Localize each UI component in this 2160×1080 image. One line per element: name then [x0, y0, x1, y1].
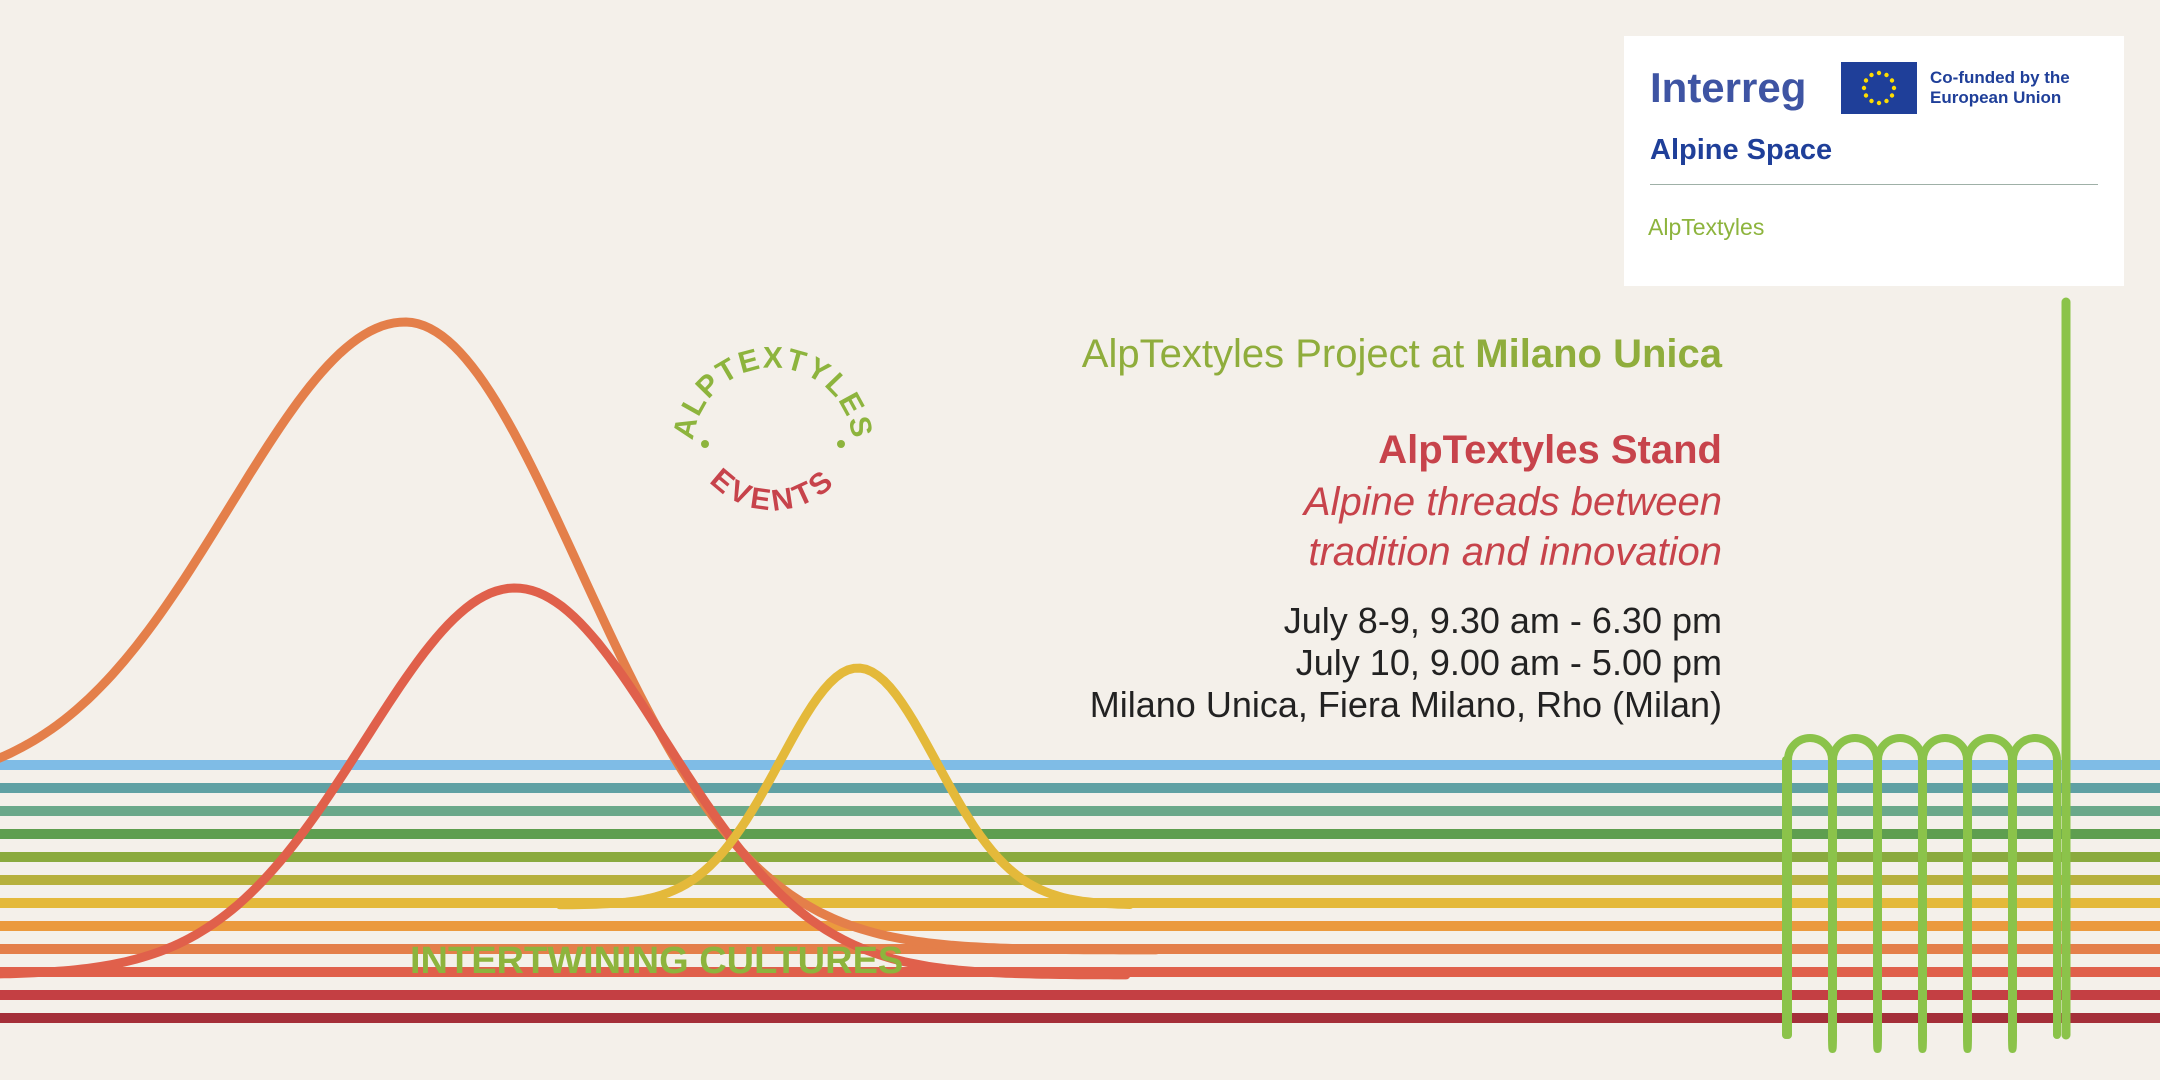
eu-star	[1861, 85, 1867, 91]
eu-flag-icon	[1841, 62, 1917, 114]
tagline-line-1: Alpine threads between	[1303, 480, 1722, 524]
eu-star	[1863, 78, 1869, 83]
intro-prefix: AlpTextyles Project at	[1081, 332, 1476, 376]
alpine-space-label: Alpine Space	[1650, 134, 1833, 166]
eu-star	[1891, 85, 1897, 91]
eu-star	[1876, 70, 1882, 76]
eu-star	[1884, 72, 1889, 78]
weave-pattern	[1782, 297, 2071, 1053]
events-badge: ALPTEXTYLES EVENTS	[667, 342, 879, 518]
logo-project-name: AlpTextyles	[1648, 214, 1765, 240]
weave-loop	[2009, 734, 2061, 1039]
wave-red	[0, 583, 1131, 980]
tagline-line-2: tradition and innovation	[1308, 530, 1722, 574]
eu-star	[1863, 93, 1869, 98]
badge-top-text: ALPTEXTYLES	[667, 342, 879, 443]
event-intro: AlpTextyles Project at Milano Unica	[1082, 332, 1722, 377]
eu-star	[1884, 98, 1889, 104]
eu-star	[1889, 78, 1895, 83]
logo-card: Interreg Co-funded by the European Union…	[1624, 36, 2124, 286]
wave-yellow	[555, 663, 1135, 910]
wave-orange	[0, 317, 1161, 955]
badge-bottom-text: EVENTS	[704, 462, 842, 518]
footer-title: INTERTWINING CULTURES	[410, 940, 904, 982]
badge-dot	[837, 440, 845, 448]
event-location: Milano Unica, Fiera Milano, Rho (Milan)	[1089, 684, 1722, 725]
eu-star	[1869, 72, 1874, 78]
wave-lines	[0, 317, 1161, 980]
weave-bottom-link	[1873, 1034, 1882, 1053]
intro-venue: Milano Unica	[1475, 332, 1722, 376]
logo-divider	[1650, 184, 2098, 185]
weave-bottom-link	[2008, 1034, 2017, 1053]
cofunded-label: Co-funded by the European Union	[1930, 68, 2070, 107]
tagline: Alpine threads between tradition and inn…	[1304, 477, 1722, 577]
eu-star	[1889, 93, 1895, 98]
weave-bottom-link	[1918, 1034, 1927, 1053]
stand-title: AlpTextyles Stand	[1378, 428, 1722, 472]
weave-bottom-link	[1963, 1034, 1972, 1053]
weave-bottom-link	[1828, 1034, 1837, 1053]
badge-dot	[701, 440, 709, 448]
event-schedule: July 8-9, 9.30 am - 6.30 pm July 10, 9.0…	[1090, 600, 1722, 726]
interreg-logo-text: Interreg	[1650, 64, 1807, 111]
date-line-2: July 10, 9.00 am - 5.00 pm	[1295, 642, 1722, 683]
eu-star	[1876, 100, 1882, 106]
eu-star	[1869, 98, 1874, 104]
date-line-1: July 8-9, 9.30 am - 6.30 pm	[1283, 600, 1722, 641]
